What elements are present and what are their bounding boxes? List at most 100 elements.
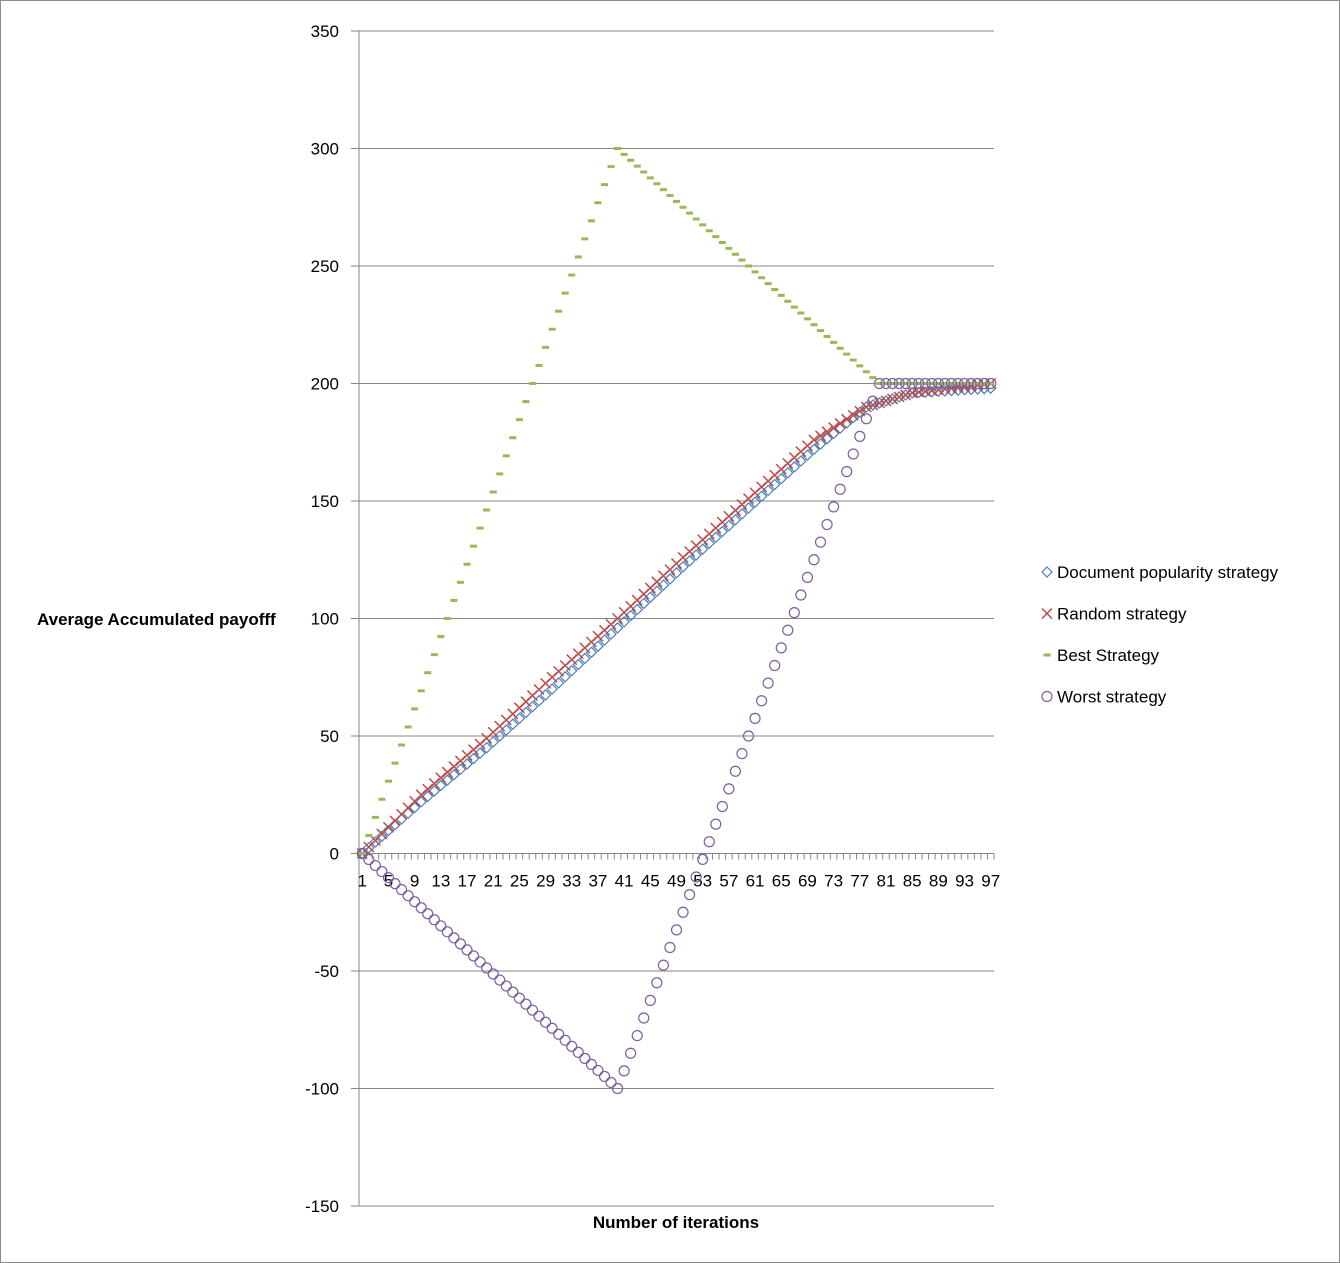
data-point: [683, 889, 696, 901]
data-point: [546, 1022, 558, 1034]
data-point: [637, 597, 650, 610]
data-point: [716, 525, 729, 538]
data-point: [958, 377, 971, 390]
data-point: [611, 622, 624, 634]
data-point: [454, 938, 467, 950]
data-point: [670, 924, 683, 936]
data-point: [437, 635, 445, 639]
data-point: [934, 382, 942, 385]
data-point: [356, 847, 368, 860]
data-point: [847, 448, 859, 460]
x-axis-title: Number of iterations: [593, 1213, 759, 1232]
data-point: [856, 364, 864, 368]
data-point: [548, 327, 556, 331]
data-point: [921, 382, 929, 385]
data-point: [620, 152, 628, 156]
data-point: [592, 1064, 604, 1077]
data-point: [494, 974, 506, 986]
data-point: [664, 941, 676, 954]
data-point: [729, 513, 742, 526]
data-point: [919, 377, 931, 390]
data-point: [515, 418, 523, 422]
data-point: [939, 377, 951, 390]
data-point: [906, 377, 918, 390]
data-point: [795, 589, 807, 601]
data-point: [893, 377, 905, 390]
data-point: [487, 736, 500, 748]
y-tick-label: 100: [311, 610, 339, 629]
data-point: [847, 409, 859, 421]
data-point: [382, 824, 395, 837]
data-point: [764, 282, 772, 286]
data-point: [572, 1046, 584, 1058]
data-point: [887, 393, 899, 405]
data-point: [489, 490, 497, 494]
y-tick-label: 350: [311, 22, 339, 41]
data-point: [587, 219, 595, 223]
data-point: [810, 323, 818, 327]
data-point: [869, 376, 877, 380]
data-point: [369, 859, 381, 872]
legend-label: Document popularity strategy: [1057, 563, 1279, 582]
series-2: [358, 147, 995, 855]
x-tick-label: 29: [536, 872, 555, 891]
x-tick-label: 77: [850, 872, 869, 891]
data-point: [961, 382, 969, 385]
data-point: [751, 270, 759, 274]
data-point: [476, 526, 484, 530]
data-point: [941, 382, 949, 385]
data-point: [860, 401, 872, 413]
data-point: [703, 836, 715, 848]
data-point: [915, 382, 923, 385]
data-point: [723, 519, 735, 532]
data-point: [703, 537, 716, 550]
data-point: [736, 748, 748, 760]
data-point: [841, 413, 853, 425]
data-point: [395, 884, 408, 896]
data-point: [389, 878, 401, 890]
x-tick-label: 21: [484, 872, 503, 891]
data-point: [867, 399, 879, 411]
data-point: [500, 980, 512, 992]
data-point: [657, 959, 670, 971]
data-point: [762, 484, 774, 497]
data-point: [762, 677, 774, 689]
data-point: [638, 1012, 650, 1024]
data-point: [461, 758, 473, 770]
data-point: [463, 562, 471, 566]
data-point: [398, 743, 406, 747]
data-point: [814, 536, 827, 548]
data-point: [745, 264, 753, 268]
data-point: [470, 544, 478, 548]
data-point: [821, 518, 833, 531]
data-point: [430, 653, 438, 657]
data-point: [758, 276, 766, 280]
data-point: [954, 382, 962, 385]
data-point: [803, 317, 811, 321]
data-point: [729, 765, 742, 777]
data-point: [535, 363, 543, 367]
x-tick-label: 65: [772, 872, 791, 891]
data-point: [434, 779, 447, 792]
data-point: [542, 345, 550, 349]
data-point: [801, 571, 814, 583]
data-point: [823, 335, 831, 338]
data-point: [528, 382, 536, 385]
data-point: [908, 382, 916, 385]
data-point: [631, 1030, 643, 1042]
data-point: [522, 400, 530, 404]
data-point: [509, 436, 517, 440]
data-point: [640, 170, 648, 174]
x-tick-label: 49: [667, 872, 686, 891]
data-point: [421, 790, 434, 803]
x-tick-label: 41: [615, 872, 634, 891]
data-point: [987, 382, 995, 385]
data-point: [502, 454, 510, 458]
x-tick-label: 57: [719, 872, 738, 891]
data-point: [428, 785, 441, 797]
data-point: [686, 211, 694, 215]
data-point: [441, 774, 454, 787]
data-point: [605, 1076, 617, 1089]
data-point: [880, 395, 892, 407]
data-point: [625, 1047, 637, 1059]
